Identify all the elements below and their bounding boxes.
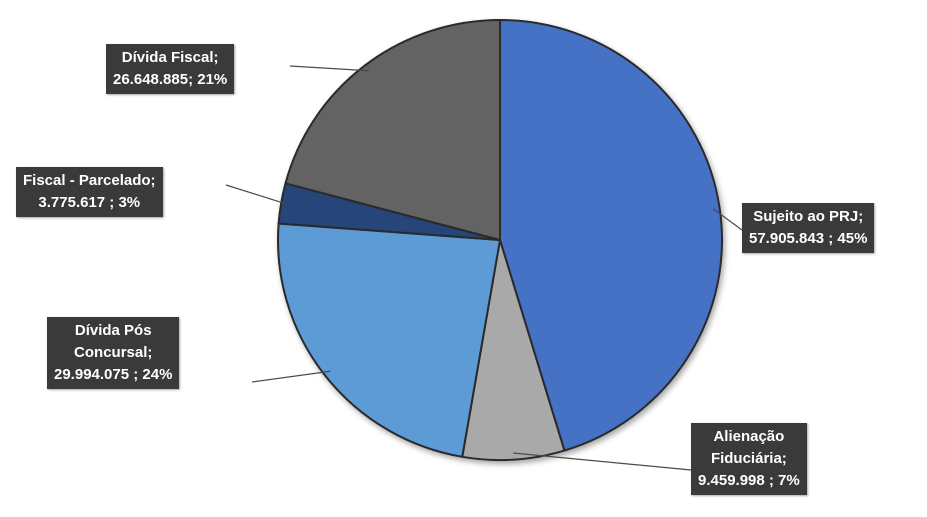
pie-slice-divida-fiscal	[284, 19, 501, 241]
label-line: Alienação	[713, 428, 785, 445]
label-line: 26.648.885; 21%	[113, 71, 228, 88]
label-line: Sujeito ao PRJ;	[753, 208, 864, 225]
leader-line-divida-fiscal	[289, 65, 369, 72]
label-fiscal-parcelado: Fiscal - Parcelado; 3.775.617 ; 3%	[16, 167, 163, 217]
label-line: 57.905.843 ; 45%	[749, 230, 868, 247]
leader-line-sujeito-ao-prj	[712, 208, 743, 231]
label-alienacao-fiduciaria: Alienação Fiduciária; 9.459.998 ; 7%	[691, 423, 807, 495]
label-line: Concursal;	[74, 344, 153, 361]
label-line: 3.775.617 ; 3%	[38, 194, 141, 211]
label-line: Fiscal - Parcelado;	[23, 172, 156, 189]
label-divida-fiscal: Dívida Fiscal; 26.648.885; 21%	[106, 44, 235, 94]
label-line: Dívida Fiscal;	[121, 49, 219, 66]
label-divida-pos-concursal: Dívida Pós Concursal; 29.994.075 ; 24%	[47, 317, 180, 389]
label-line: 9.459.998 ; 7%	[698, 472, 800, 489]
label-line: Fiduciária;	[710, 450, 787, 467]
label-line: Dívida Pós	[74, 322, 152, 339]
leader-line-alienacao-fiduciaria	[513, 452, 692, 471]
pie-slice-sujeito-ao-prj	[499, 19, 723, 452]
label-sujeito-ao-prj: Sujeito ao PRJ; 57.905.843 ; 45%	[742, 203, 875, 253]
label-line: 29.994.075 ; 24%	[54, 366, 173, 383]
pie-slice-alienacao-fiduciaria	[461, 239, 566, 461]
pie-slice-divida-pos-concursal	[277, 222, 501, 458]
leader-line-divida-pos-concursal	[251, 370, 331, 383]
leader-line-fiscal-parcelado	[225, 184, 288, 205]
